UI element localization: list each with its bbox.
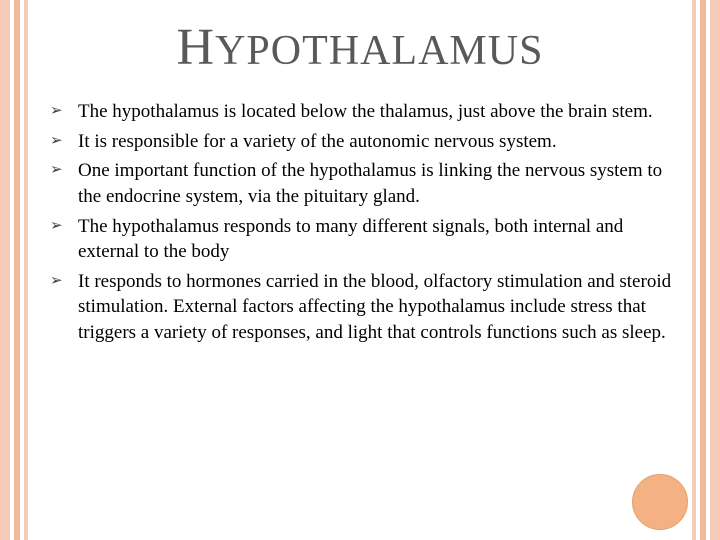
bullet-item: It responds to hormones carried in the b… xyxy=(50,269,672,346)
right-frame xyxy=(692,0,720,540)
frame-stripe xyxy=(0,0,10,540)
bullet-list: The hypothalamus is located below the th… xyxy=(40,99,680,346)
bullet-item: One important function of the hypothalam… xyxy=(50,158,672,209)
accent-circle xyxy=(632,474,688,530)
left-frame xyxy=(0,0,28,540)
frame-stripe xyxy=(24,0,28,540)
bullet-item: It is responsible for a variety of the a… xyxy=(50,129,672,155)
slide-content: HYPOTHALAMUS The hypothalamus is located… xyxy=(40,18,680,350)
title-rest: YPOTHALAMUS xyxy=(215,28,543,74)
title-first-letter: H xyxy=(177,19,216,76)
page-title: HYPOTHALAMUS xyxy=(40,18,680,77)
bullet-item: The hypothalamus is located below the th… xyxy=(50,99,672,125)
frame-stripe xyxy=(710,0,720,540)
bullet-item: The hypothalamus responds to many differ… xyxy=(50,214,672,265)
